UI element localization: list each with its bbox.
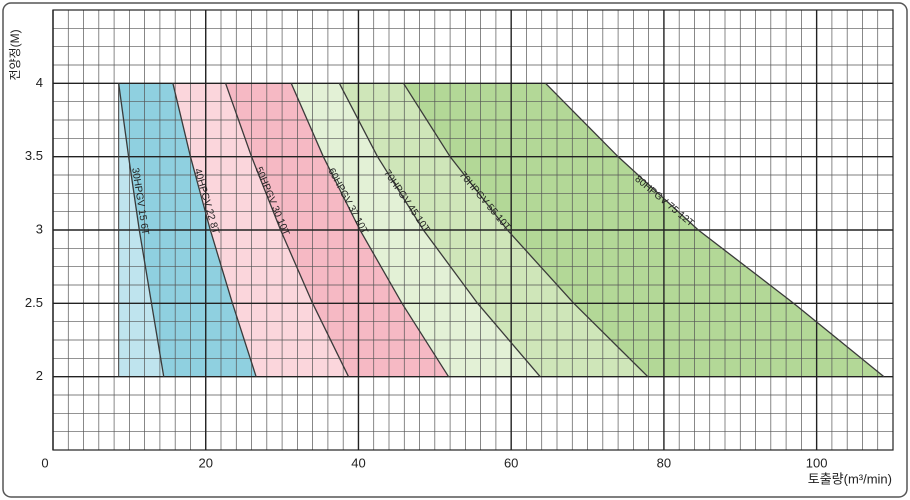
x-tick-label: 100 xyxy=(806,455,828,470)
curve xyxy=(290,83,450,378)
x-tick-label: 40 xyxy=(351,455,365,470)
plot-border xyxy=(52,9,894,451)
y-tick-label: 3 xyxy=(36,221,43,236)
x-tick-label: 0 xyxy=(41,455,48,470)
x-tick-label: 60 xyxy=(504,455,518,470)
y-tick-label: 4 xyxy=(36,75,43,90)
curve xyxy=(402,82,649,378)
curve xyxy=(118,83,165,377)
curve xyxy=(545,82,885,378)
x-tick-label: 80 xyxy=(657,455,671,470)
curve xyxy=(338,83,541,378)
x-tick-label: 20 xyxy=(198,455,212,470)
curve xyxy=(172,83,257,377)
curve xyxy=(224,83,350,377)
y-tick-label: 3.5 xyxy=(25,148,43,163)
y-tick-label: 2 xyxy=(36,368,43,383)
y-tick-label: 2.5 xyxy=(25,295,43,310)
x-axis-label: 토출량(m³/min) xyxy=(808,471,892,486)
y-axis-label: 전양정(M) xyxy=(8,29,22,80)
